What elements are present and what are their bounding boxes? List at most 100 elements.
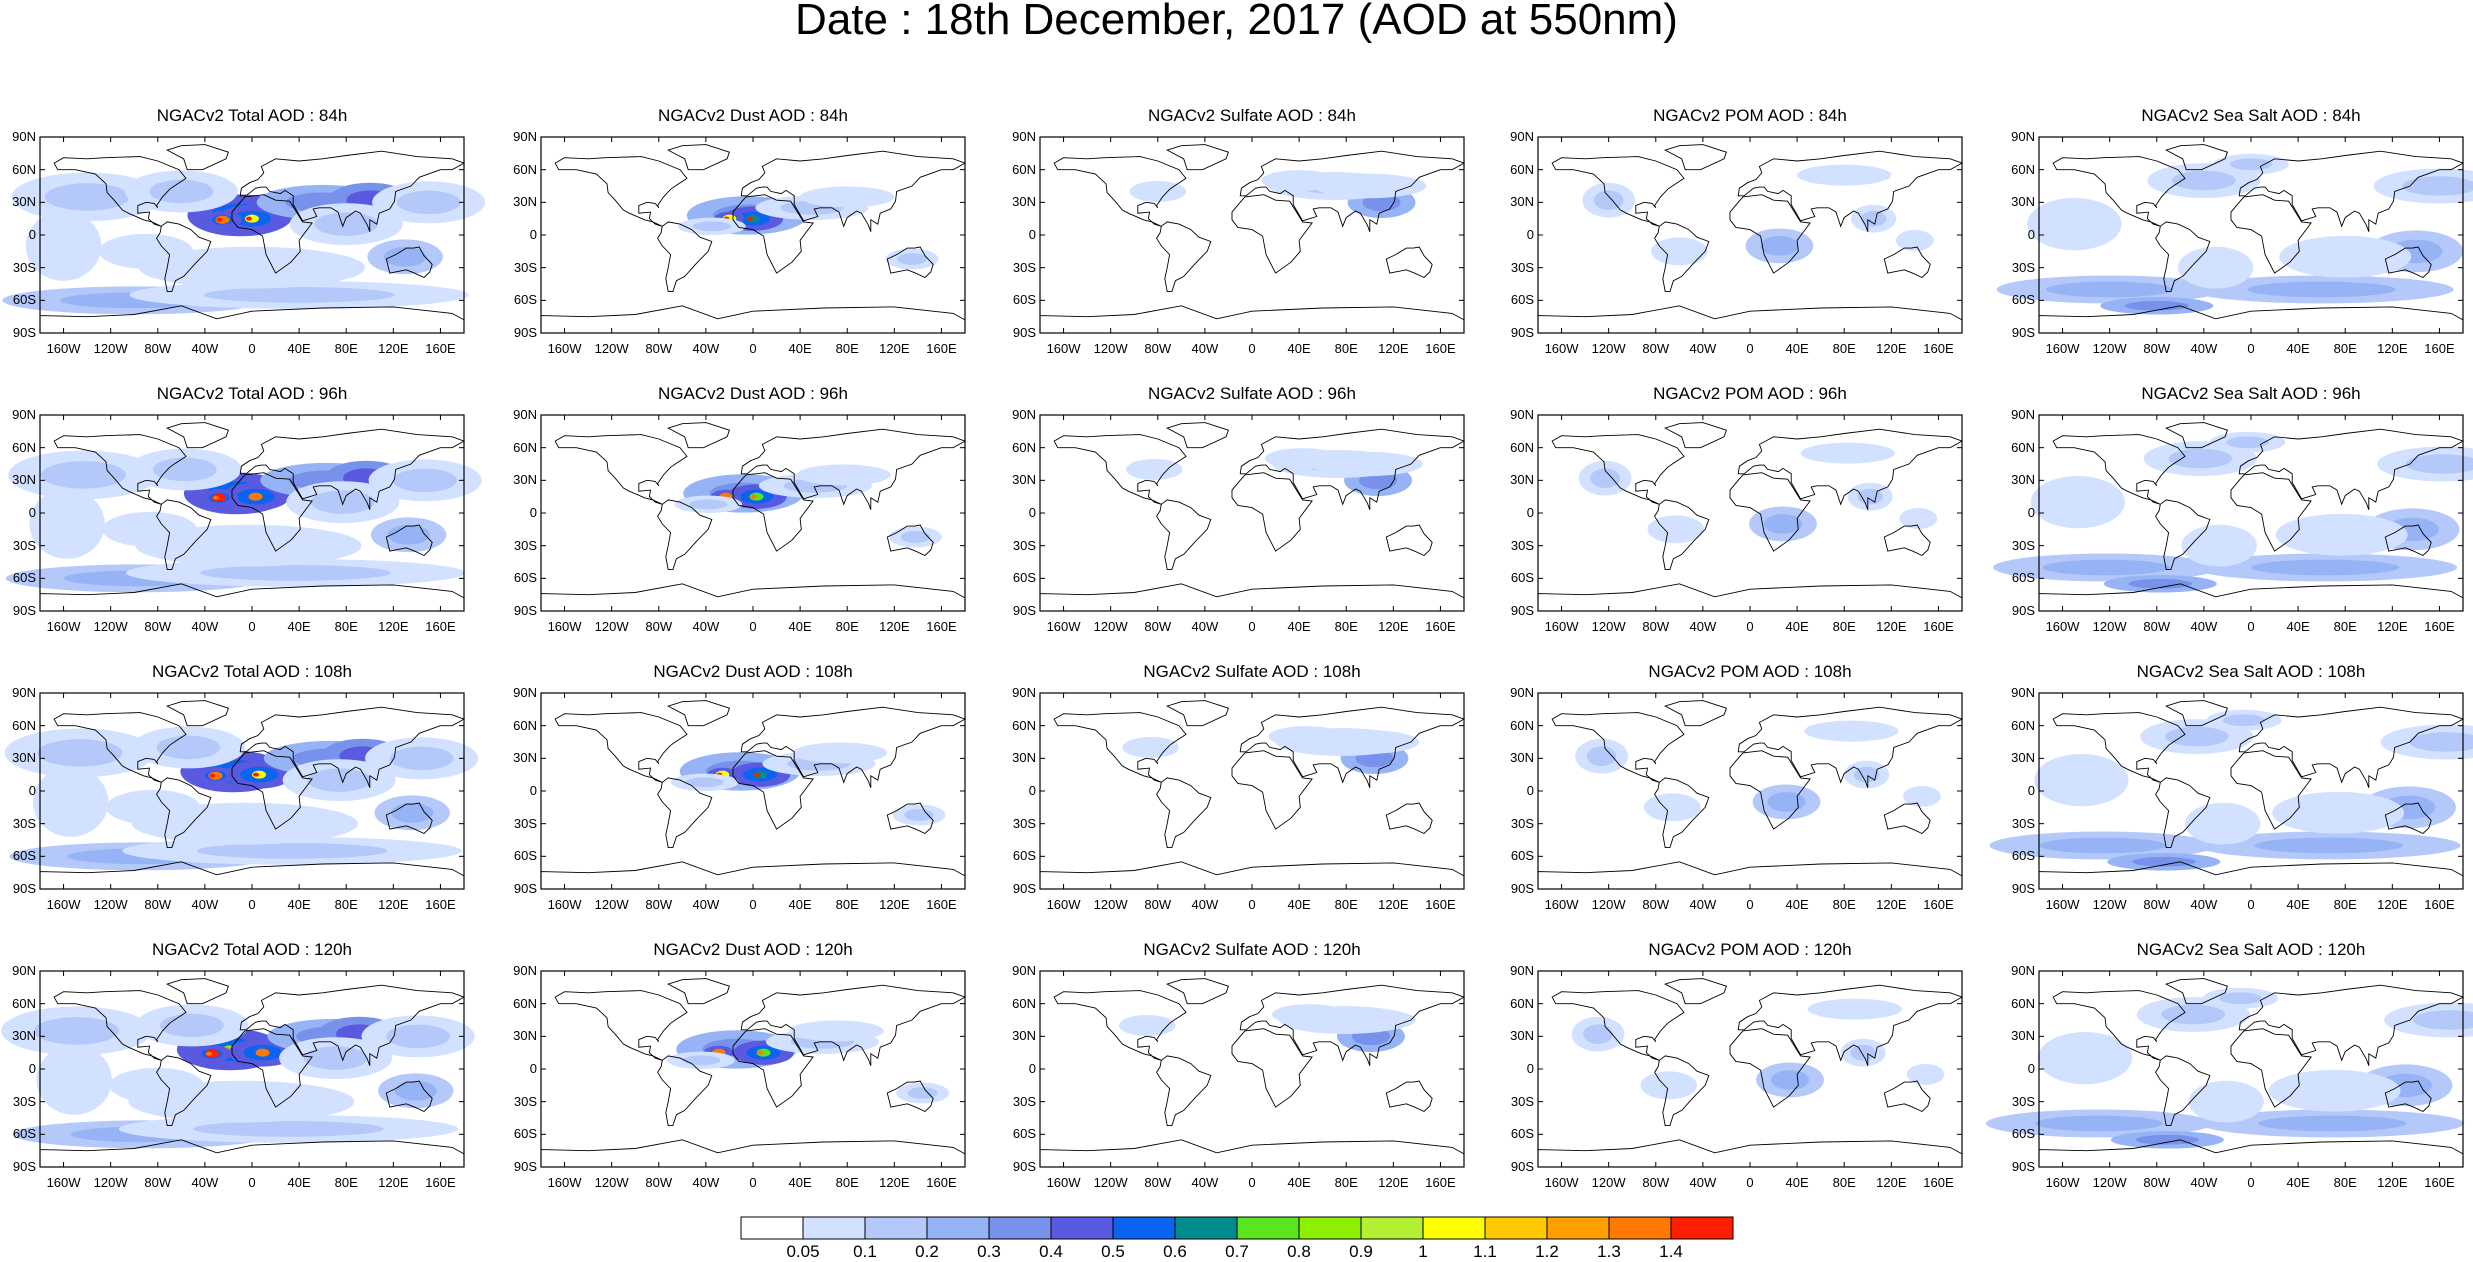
lon-tick-label: 0 — [248, 619, 256, 634]
aod-plume-core — [689, 499, 728, 510]
aod-plume-core — [907, 1087, 938, 1099]
coastline — [1664, 700, 1727, 727]
lon-tick-label: 40W — [2190, 897, 2218, 912]
coastline — [166, 144, 229, 171]
aod-hotspot — [209, 773, 216, 778]
aod-map — [1996, 136, 2473, 334]
lon-tick-label: 120E — [1378, 1175, 1409, 1190]
colorbar-swatch — [802, 1216, 866, 1240]
map-frame — [540, 136, 966, 334]
coastline — [2165, 144, 2228, 171]
lon-tick-label: 120W — [93, 619, 128, 634]
coastline — [156, 221, 212, 293]
lon-tick-label: 120E — [378, 1175, 409, 1190]
lon-tick-label: 160W — [1544, 341, 1579, 356]
lat-tick-label: 0 — [529, 227, 537, 242]
lon-tick-label: 160W — [2045, 619, 2080, 634]
lon-tick-label: 40W — [1689, 341, 1717, 356]
lon-tick-label: 120W — [2092, 341, 2127, 356]
lat-tick-label: 0 — [2027, 505, 2035, 520]
lon-tick-label: 80W — [1642, 619, 1670, 634]
lon-tick-label: 160W — [547, 619, 582, 634]
colorbar-label: 0.1 — [853, 1242, 877, 1261]
lat-tick-label: 30S — [12, 537, 36, 553]
colorbar-label: 0.05 — [786, 1242, 820, 1261]
coastline — [1654, 221, 1710, 293]
panel-title: NGACv2 Dust AOD : 84h — [658, 106, 848, 125]
coastline — [2230, 194, 2312, 274]
aod-plume — [2279, 235, 2412, 278]
aod-plume-core — [692, 221, 731, 232]
aod-plume-core — [2046, 281, 2174, 298]
aod-plume-core — [2247, 281, 2396, 298]
lat-tick-label: 30S — [1510, 259, 1534, 275]
aod-plume-core — [2229, 158, 2273, 171]
lon-tick-label: 80E — [334, 1175, 358, 1190]
coastline — [231, 194, 313, 274]
lon-tick-label: 120E — [879, 1175, 910, 1190]
lat-tick-label: 0 — [529, 505, 537, 520]
panel-title: NGACv2 POM AOD : 96h — [1653, 384, 1847, 403]
lon-tick-label: 0 — [1746, 1175, 1754, 1190]
lon-tick-label: 80W — [645, 619, 673, 634]
coastline — [1239, 984, 1466, 1066]
lon-tick-label: 40W — [191, 897, 219, 912]
coastline — [1156, 777, 1212, 849]
lon-tick-label: 160W — [547, 1175, 582, 1190]
lat-tick-label: 0 — [2027, 783, 2035, 798]
lat-tick-label: 30N — [1012, 472, 1036, 488]
lon-tick-label: 160W — [1046, 897, 1081, 912]
lon-tick-label: 40E — [287, 341, 311, 356]
aod-plume — [1800, 442, 1895, 464]
coastline — [1156, 221, 1212, 293]
lat-tick-label: 0 — [1526, 783, 1534, 798]
lat-tick-label: 60N — [1510, 717, 1534, 733]
lat-tick-label: 60S — [513, 570, 537, 586]
aod-plume-core — [682, 1055, 721, 1066]
lon-tick-label: 120E — [879, 897, 910, 912]
coastline — [239, 150, 466, 232]
lon-tick-label: 80W — [645, 897, 673, 912]
colorbar-label: 1.4 — [1659, 1242, 1683, 1261]
map-frame — [1039, 970, 1465, 1168]
colorbar-swatch — [1608, 1216, 1672, 1240]
lat-tick-label: 90S — [513, 881, 537, 896]
coastline — [156, 777, 212, 849]
lon-tick-label: 160W — [1046, 1175, 1081, 1190]
lat-tick-label: 60N — [12, 439, 36, 455]
lon-tick-label: 120E — [2377, 897, 2408, 912]
lon-tick-label: 120E — [378, 897, 409, 912]
panel-title: NGACv2 Sulfate AOD : 96h — [1148, 384, 1356, 403]
lon-tick-label: 0 — [749, 619, 757, 634]
aod-plume — [1268, 726, 1344, 748]
lat-tick-label: 90S — [1012, 1159, 1036, 1174]
lat-tick-label: 90N — [1012, 407, 1036, 422]
lat-tick-label: 30N — [12, 472, 36, 488]
lat-tick-label: 30S — [1510, 815, 1534, 831]
map-frame — [540, 970, 966, 1168]
lat-tick-label: 60N — [1012, 439, 1036, 455]
aod-plume — [793, 742, 888, 764]
coastline — [2155, 777, 2211, 849]
coastline — [1551, 434, 1685, 505]
lon-tick-label: 0 — [749, 1175, 757, 1190]
coastline — [166, 422, 229, 449]
lon-tick-label: 120E — [879, 341, 910, 356]
coastline — [2230, 472, 2312, 552]
colorbar-label: 1.2 — [1535, 1242, 1559, 1261]
lon-tick-label: 80E — [1832, 1175, 1856, 1190]
panel-title: NGACv2 Total AOD : 84h — [156, 106, 348, 125]
aod-plume-core — [1590, 468, 1620, 488]
coastline — [2230, 1028, 2312, 1108]
lon-tick-label: 160W — [2045, 1175, 2080, 1190]
coastline — [1729, 472, 1811, 552]
lon-tick-label: 40E — [2286, 619, 2310, 634]
lon-tick-label: 160E — [1923, 341, 1954, 356]
coastline — [740, 984, 967, 1066]
lat-tick-label: 30S — [2011, 815, 2035, 831]
coastline — [166, 700, 229, 727]
lon-tick-label: 120W — [594, 1175, 629, 1190]
lat-tick-label: 90S — [2011, 325, 2035, 340]
colorbar-label: 0.2 — [915, 1242, 939, 1261]
lat-tick-label: 90S — [2011, 1159, 2035, 1174]
